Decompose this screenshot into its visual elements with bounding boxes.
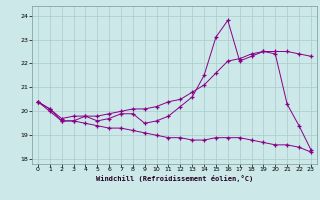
X-axis label: Windchill (Refroidissement éolien,°C): Windchill (Refroidissement éolien,°C) <box>96 175 253 182</box>
